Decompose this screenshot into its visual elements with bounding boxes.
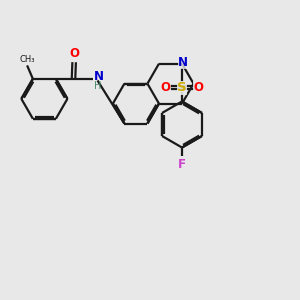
Text: H: H (94, 81, 101, 91)
Text: N: N (178, 56, 188, 69)
Text: N: N (94, 70, 104, 83)
Text: O: O (194, 81, 204, 94)
Text: CH₃: CH₃ (20, 55, 35, 64)
Text: O: O (69, 47, 79, 60)
Text: S: S (177, 81, 187, 94)
Text: O: O (160, 81, 170, 94)
Text: F: F (178, 158, 186, 171)
